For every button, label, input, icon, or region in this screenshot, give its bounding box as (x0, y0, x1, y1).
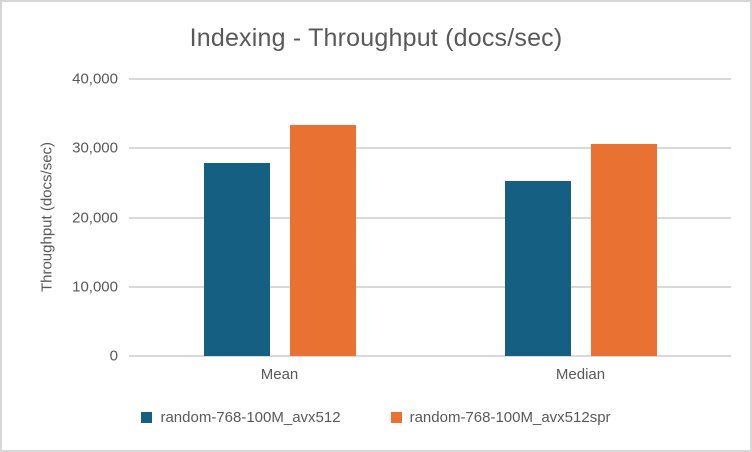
bar-mean-random-768-100M_avx512[interactable] (203, 162, 270, 356)
y-tick-label-0: 0 (109, 347, 118, 365)
y-tick-label-30000: 30,000 (72, 139, 118, 157)
y-tick-label-20000: 20,000 (72, 209, 118, 226)
x-label-mean: Mean (260, 366, 299, 383)
gridline-0 (129, 355, 731, 357)
y-tick-label-40000: 40,000 (72, 70, 118, 88)
bar-median-random-768-100M_avx512spr[interactable] (590, 144, 657, 356)
chart-title: Indexing - Throughput (docs/sec) (189, 24, 563, 52)
plot-area (129, 78, 731, 357)
legend-swatch-icon (390, 412, 402, 423)
bar-mean-random-768-100M_avx512spr[interactable] (289, 124, 356, 356)
y-tick-label-10000: 10,000 (72, 278, 118, 296)
legend-item-random-768-100M_avx512spr[interactable]: random-768-100M_avx512spr (390, 409, 611, 426)
legend-label: random-768-100M_avx512 (160, 409, 341, 426)
legend-swatch-icon (141, 412, 153, 423)
gridline-20000 (129, 216, 731, 219)
legend-label: random-768-100M_avx512spr (409, 409, 611, 426)
gridline-40000 (129, 78, 731, 80)
legend: random-768-100M_avx512 random-768-100M_av… (2, 409, 750, 426)
gridline-10000 (129, 285, 731, 288)
bar-median-random-768-100M_avx512[interactable] (504, 180, 571, 356)
legend-item-random-768-100M_avx512[interactable]: random-768-100M_avx512 (141, 409, 341, 426)
bar-group-median (430, 79, 731, 356)
bar-group-mean (129, 79, 430, 356)
x-label-median: Median (555, 366, 606, 383)
gridline-30000 (129, 147, 731, 150)
